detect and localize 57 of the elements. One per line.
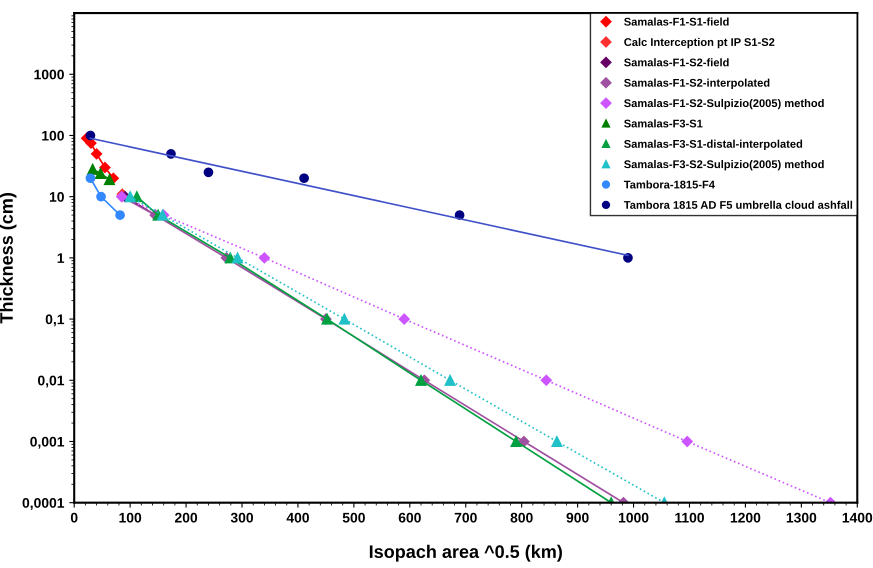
point	[415, 374, 427, 386]
y-tick-label: 0,01	[38, 376, 64, 388]
point	[258, 252, 270, 264]
x-tick-label: 1400	[842, 512, 872, 523]
point	[90, 148, 102, 160]
point	[510, 436, 522, 448]
point	[444, 374, 456, 386]
x-tick-label: 900	[566, 512, 589, 523]
legend-label: Samalas-F1-S2-field	[624, 58, 729, 66]
legend-label: Samalas-F1-S2-Sulpizio(2005) method	[624, 98, 824, 110]
y-tick-label: 1000	[34, 70, 64, 80]
y-tick-label: 10	[50, 192, 64, 202]
x-tick-label: 500	[342, 512, 365, 523]
x-tick-label: 600	[398, 512, 421, 523]
point	[96, 192, 106, 202]
x-tick-label: 800	[510, 512, 533, 523]
point	[124, 191, 136, 202]
point	[86, 173, 96, 184]
y-tick-label: 0,1	[46, 314, 64, 326]
point	[87, 164, 98, 175]
point	[204, 167, 214, 178]
x-tick-label: 1100	[675, 512, 704, 523]
point	[99, 162, 111, 174]
point	[551, 436, 562, 448]
point	[299, 173, 309, 184]
legend-label: Samalas-F3-S1	[624, 119, 703, 128]
y-tick-label: 100	[42, 130, 64, 141]
x-tick-label: 1200	[730, 512, 760, 523]
legend-label: Calc Interception pt IP S1-S2	[624, 38, 774, 48]
point	[232, 252, 244, 264]
legend-label: Tambora-1815-F4	[624, 180, 715, 189]
point	[682, 436, 693, 448]
x-tick-label: 0	[70, 512, 78, 523]
legend-label: Samalas-F1-S2-interpolated	[624, 78, 770, 89]
legend-label: Samalas-F1-S1-field	[624, 18, 729, 26]
x-axis-title: Isopach area ^0.5 (km)	[370, 544, 562, 562]
y-axis-title: Thickness (cm)	[0, 193, 16, 324]
y-tick-label: 0,001	[30, 436, 64, 449]
y-tick-label: 0,0001	[22, 498, 64, 510]
point	[398, 313, 410, 325]
point	[518, 436, 530, 448]
x-tick-label: 300	[230, 512, 254, 523]
x-tick-label: 400	[286, 512, 309, 523]
point	[94, 168, 106, 179]
x-tick-label: 700	[454, 512, 477, 523]
y-tick-label: 1	[58, 253, 64, 263]
x-tick-label: 1000	[618, 512, 648, 523]
x-tick-label: 1300	[786, 512, 816, 523]
point	[338, 314, 350, 325]
x-tick-label: 200	[174, 512, 198, 523]
legend-label: Samalas-F3-S1-distal-interpolated	[624, 140, 802, 150]
point	[104, 174, 115, 186]
x-tick-label: 100	[119, 512, 142, 523]
legend-label: Tambora 1815 AD F5 umbrella cloud ashfall	[624, 200, 852, 209]
point	[115, 210, 125, 220]
point	[540, 374, 552, 386]
legend-label: Samalas-F3-S2-Sulpizio(2005) method	[624, 160, 824, 170]
